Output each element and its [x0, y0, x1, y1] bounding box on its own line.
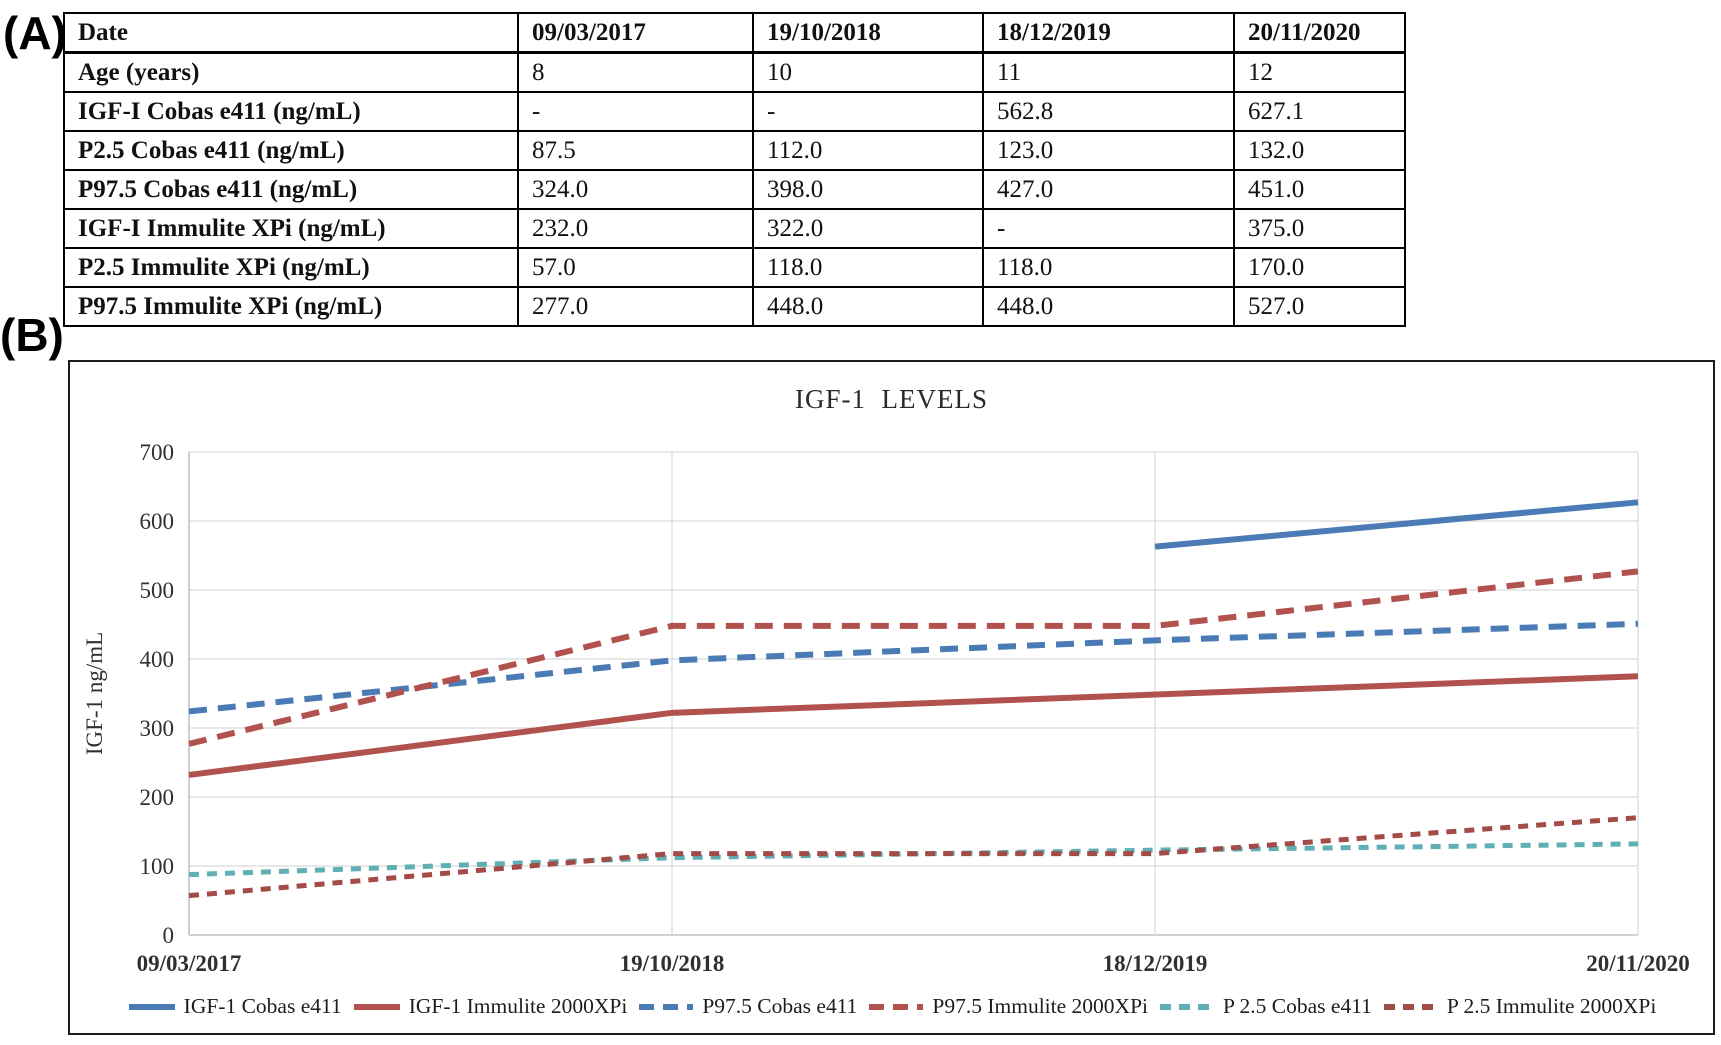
y-tick-label: 500 [140, 578, 175, 603]
panel-a-label: (A) [3, 7, 67, 59]
cell-value: - [752, 91, 984, 132]
legend-swatch-icon [128, 1003, 175, 1010]
cell-value: 87.5 [517, 130, 754, 171]
table-row: P97.5 Immulite XPi (ng/mL) 277.0 448.0 448.… [63, 286, 1406, 327]
table-header-col-2: 19/10/2018 [752, 12, 984, 54]
cell-value: 123.0 [982, 130, 1235, 171]
legend-label: P 2.5 Cobas e411 [1223, 994, 1372, 1018]
cell-value: 527.0 [1233, 286, 1406, 327]
row-label: P2.5 Immulite XPi (ng/mL) [63, 247, 519, 288]
table-row: P2.5 Cobas e411 (ng/mL) 87.5 112.0 123.0 132… [63, 130, 1406, 171]
cell-value: - [517, 91, 754, 132]
legend-label: IGF-1 Immulite 2000XPi [408, 994, 628, 1018]
cell-value: 322.0 [752, 208, 984, 249]
igf-levels-chart-panel: 0 100 200 300 400 500 600 700 09/03/2017 19/10/20… [68, 360, 1715, 1035]
y-tick-label: 0 [163, 923, 175, 948]
y-tick-label: 300 [140, 716, 175, 741]
cell-value: 12 [1233, 51, 1406, 93]
table-row: IGF-I Cobas e411 (ng/mL) - -562.8 627.1 [63, 91, 1406, 132]
legend-swatch-icon [1160, 1003, 1214, 1010]
chart-legend: IGF-1 Cobas e411 IGF-1 Immulite 2000XPi P9… [70, 994, 1713, 1019]
cell-value: 375.0 [1233, 208, 1406, 249]
legend-label: P97.5 Cobas e411 [702, 994, 858, 1018]
legend-swatch-icon [353, 1003, 400, 1010]
cell-value: 451.0 [1233, 169, 1406, 210]
cell-value: 448.0 [982, 286, 1235, 327]
series-line-5 [188, 815, 1639, 899]
row-label: IGF-I Immulite XPi (ng/mL) [63, 208, 519, 249]
row-label: IGF-I Cobas e411 (ng/mL) [63, 91, 519, 132]
legend-item-4: P 2.5 Cobas e411 [1158, 994, 1372, 1019]
table-row: IGF-I Immulite XPi (ng/mL) 232.0 322.0-375… [63, 208, 1406, 249]
legend-swatch-icon [1383, 1003, 1438, 1010]
legend-swatch-icon [639, 1003, 694, 1010]
cell-value: 398.0 [752, 169, 984, 210]
table-row: P97.5 Cobas e411 (ng/mL) 324.0 398.0 427.0 4… [63, 169, 1406, 210]
cell-value: 10 [752, 51, 984, 93]
igf-levels-line-chart: 0 100 200 300 400 500 600 700 09/03/2017 19/10/20… [82, 440, 1690, 976]
legend-swatch-icon [869, 1003, 924, 1010]
cell-value: 232.0 [517, 208, 754, 249]
legend-item-2: P97.5 Cobas e411 [637, 994, 857, 1019]
series-line-4 [188, 841, 1639, 878]
series-line-2 [188, 620, 1639, 715]
table-row: Age (years) 8 10 11 12 [63, 51, 1406, 93]
series-line-3 [188, 568, 1639, 747]
cell-value: - [982, 208, 1235, 249]
table-header-date: Date [63, 12, 519, 54]
cell-value: 448.0 [752, 286, 984, 327]
legend-item-5: P 2.5 Immulite 2000XPi [1382, 994, 1656, 1019]
cell-value: 57.0 [517, 247, 754, 288]
table-header-col-1: 09/03/2017 [517, 12, 754, 54]
cell-value: 118.0 [982, 247, 1235, 288]
chart-title: IGF-1 LEVELS [795, 384, 988, 414]
table-row: P2.5 Immulite XPi (ng/mL) 57.0 118.0 118.0 1… [63, 247, 1406, 288]
y-axis-title: IGF-1 ng/mL [82, 632, 107, 755]
legend-item-0: IGF-1 Cobas e411 [127, 994, 342, 1019]
table-header: Date 09/03/2017 19/10/2018 18/12/2019 20/11/… [63, 12, 1406, 54]
row-label: P97.5 Cobas e411 (ng/mL) [63, 169, 519, 210]
series-line-1 [188, 673, 1639, 778]
cell-value: 170.0 [1233, 247, 1406, 288]
cell-value: 627.1 [1233, 91, 1406, 132]
y-tick-label: 100 [140, 854, 175, 879]
cell-value: 562.8 [982, 91, 1235, 132]
x-tick-label: 09/03/2017 [137, 951, 242, 976]
cell-value: 427.0 [982, 169, 1235, 210]
y-tick-label: 600 [140, 509, 175, 534]
x-tick-label: 19/10/2018 [620, 951, 725, 976]
legend-label: IGF-1 Cobas e411 [183, 994, 342, 1018]
cell-value: 324.0 [517, 169, 754, 210]
cell-value: 11 [982, 51, 1235, 93]
x-tick-label: 18/12/2019 [1103, 951, 1208, 976]
cell-value: 132.0 [1233, 130, 1406, 171]
legend-item-1: IGF-1 Immulite 2000XPi [352, 994, 628, 1019]
x-tick-label: 20/11/2020 [1586, 951, 1690, 976]
cell-value: 8 [517, 51, 754, 93]
y-tick-label: 700 [140, 440, 175, 465]
panel-b-label: (B) [0, 309, 64, 361]
igf-values-table: Date 09/03/2017 19/10/2018 18/12/2019 20/11/… [63, 12, 1406, 327]
series-line-0 [1154, 499, 1639, 550]
y-tick-label: 400 [140, 647, 175, 672]
legend-label: P 2.5 Immulite 2000XPi [1446, 994, 1657, 1018]
y-tick-label: 200 [140, 785, 175, 810]
table-header-col-4: 20/11/2020 [1233, 12, 1406, 54]
legend-item-3: P97.5 Immulite 2000XPi [867, 994, 1148, 1019]
row-label: P97.5 Immulite XPi (ng/mL) [63, 286, 519, 327]
row-label: Age (years) [63, 51, 519, 93]
cell-value: 277.0 [517, 286, 754, 327]
row-label: P2.5 Cobas e411 (ng/mL) [63, 130, 519, 171]
legend-label: P97.5 Immulite 2000XPi [932, 994, 1148, 1018]
table-header-col-3: 18/12/2019 [982, 12, 1235, 54]
cell-value: 118.0 [752, 247, 984, 288]
cell-value: 112.0 [752, 130, 984, 171]
